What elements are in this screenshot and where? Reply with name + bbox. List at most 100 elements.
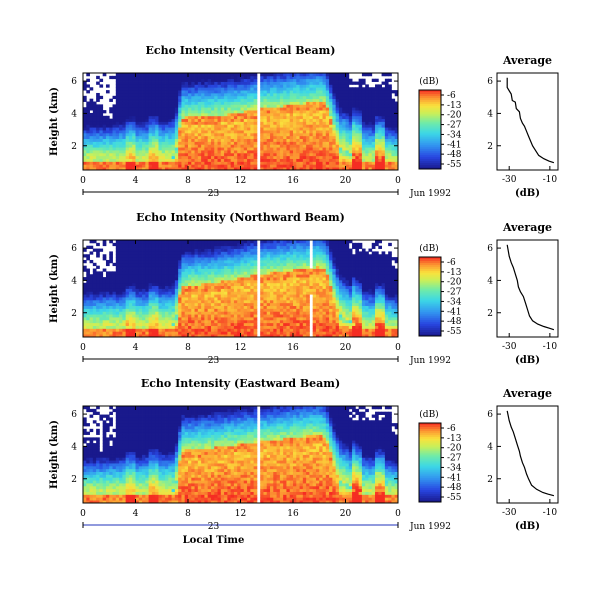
heatmap-cell bbox=[391, 118, 396, 122]
heatmap-cell bbox=[243, 274, 248, 278]
heatmap-cell bbox=[253, 132, 258, 137]
heatmap-cell bbox=[342, 161, 346, 165]
heatmap-cell bbox=[178, 268, 182, 272]
heatmap-cell bbox=[270, 155, 274, 159]
heatmap-cell bbox=[151, 92, 156, 97]
heatmap-cell bbox=[368, 121, 373, 125]
heatmap-cell bbox=[253, 112, 258, 117]
heatmap-cell bbox=[92, 331, 97, 335]
heatmap-cell bbox=[243, 161, 248, 165]
heatmap-cell bbox=[361, 78, 366, 82]
heatmap-cell bbox=[335, 90, 340, 94]
heatmap-cell bbox=[155, 130, 159, 134]
heatmap-cell bbox=[148, 257, 153, 261]
heatmap-cell bbox=[299, 73, 304, 77]
heatmap-cell bbox=[151, 158, 156, 162]
heatmap-cell bbox=[135, 314, 140, 318]
heatmap-cell bbox=[276, 112, 281, 117]
heatmap-cell bbox=[168, 158, 172, 162]
heatmap-cell bbox=[168, 152, 172, 157]
heatmap-cell bbox=[171, 90, 176, 94]
heatmap-cell bbox=[184, 294, 189, 298]
heatmap-cell bbox=[92, 101, 97, 105]
heatmap-cell bbox=[352, 141, 356, 145]
heatmap-cell bbox=[279, 161, 284, 165]
heatmap-cell bbox=[178, 322, 182, 326]
heatmap-cell bbox=[197, 240, 202, 244]
heatmap-cell bbox=[240, 132, 245, 137]
heatmap-cell bbox=[266, 104, 271, 108]
heatmap-cell bbox=[204, 84, 209, 88]
heatmap-cell bbox=[191, 302, 195, 307]
heatmap-cell bbox=[125, 132, 130, 137]
heatmap-cell bbox=[89, 311, 94, 315]
heatmap-cell bbox=[102, 135, 107, 140]
heatmap-cell bbox=[102, 254, 107, 258]
heatmap-cell bbox=[174, 92, 179, 97]
heatmap-cell bbox=[302, 75, 307, 80]
heatmap-cell bbox=[119, 285, 123, 289]
heatmap-cell bbox=[102, 152, 107, 157]
heatmap-cell bbox=[194, 144, 199, 148]
heatmap-cell bbox=[217, 257, 222, 261]
heatmap-cell bbox=[122, 141, 127, 145]
heatmap-cell bbox=[391, 164, 396, 168]
heatmap-cell bbox=[112, 158, 117, 162]
heatmap-cell bbox=[348, 161, 353, 165]
heatmap-cell bbox=[207, 240, 212, 244]
heatmap-cell bbox=[207, 81, 212, 85]
heatmap-cell bbox=[89, 314, 94, 318]
heatmap-cell bbox=[279, 158, 284, 162]
heatmap-cell bbox=[384, 141, 389, 145]
heatmap-cell bbox=[115, 141, 120, 145]
heatmap-cell bbox=[171, 285, 176, 289]
heatmap-cell bbox=[115, 90, 120, 94]
heatmap-cell bbox=[142, 282, 146, 287]
heatmap-cell bbox=[263, 297, 268, 301]
heatmap-cell bbox=[115, 112, 120, 117]
heatmap-cell bbox=[181, 274, 186, 278]
heatmap-cell bbox=[184, 107, 189, 111]
heatmap-cell bbox=[122, 150, 127, 154]
heatmap-cell bbox=[122, 291, 127, 295]
heatmap-cell bbox=[142, 158, 146, 162]
heatmap-cell bbox=[319, 107, 323, 111]
heatmap-cell bbox=[99, 118, 104, 122]
heatmap-cell bbox=[322, 155, 327, 159]
heatmap-cell bbox=[247, 132, 251, 137]
heatmap-cell bbox=[161, 101, 166, 105]
heatmap-cell bbox=[158, 254, 163, 258]
heatmap-cell bbox=[119, 90, 123, 94]
heatmap-cell bbox=[375, 158, 379, 162]
heatmap-cell bbox=[174, 268, 179, 272]
heatmap-cell bbox=[158, 334, 163, 338]
heatmap-cell bbox=[388, 141, 392, 145]
heatmap-cell bbox=[207, 164, 212, 168]
heatmap-cell bbox=[273, 87, 277, 91]
heatmap-cell bbox=[302, 98, 307, 102]
heatmap-cell bbox=[135, 282, 140, 287]
heatmap-cell bbox=[217, 78, 222, 82]
heatmap-cell bbox=[315, 144, 320, 148]
heatmap-cell bbox=[168, 251, 172, 255]
heatmap-cell bbox=[181, 104, 186, 108]
heatmap-cell bbox=[165, 87, 169, 91]
heatmap-cell bbox=[174, 81, 179, 85]
heatmap-cell bbox=[348, 155, 353, 159]
heatmap-cell bbox=[237, 268, 241, 272]
heatmap-cell bbox=[171, 167, 176, 171]
heatmap-cell bbox=[312, 132, 317, 137]
heatmap-cell bbox=[263, 95, 268, 100]
heatmap-cell bbox=[145, 167, 150, 171]
heatmap-cell bbox=[348, 104, 353, 108]
heatmap-cell bbox=[204, 248, 209, 252]
heatmap-cell bbox=[92, 294, 97, 298]
heatmap-cell bbox=[210, 331, 215, 335]
heatmap-cell bbox=[145, 254, 150, 258]
heatmap-cell bbox=[191, 265, 195, 269]
heatmap-cell bbox=[224, 121, 228, 125]
heatmap-cell bbox=[102, 155, 107, 159]
heatmap-cell bbox=[217, 90, 222, 94]
heatmap-cell bbox=[112, 141, 117, 145]
heatmap-cell bbox=[227, 112, 232, 117]
